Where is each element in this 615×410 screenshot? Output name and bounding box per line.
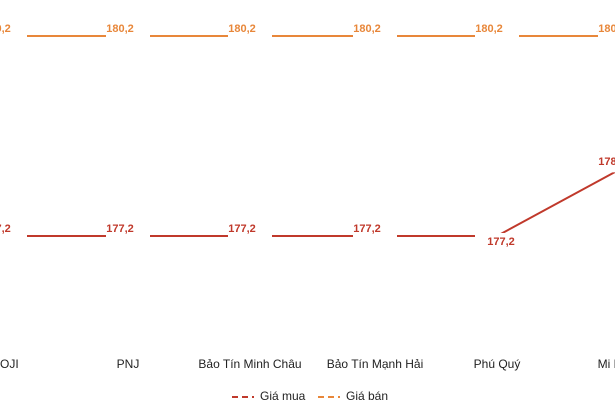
x-tick-label: Mi Hồng — [598, 357, 615, 371]
label-gap — [475, 33, 519, 40]
x-tick-label: DOJI — [0, 357, 19, 371]
x-tick-label: Phú Quý — [474, 357, 521, 371]
data-label: 177,2 — [487, 236, 515, 248]
data-label: 177,2 — [228, 223, 256, 235]
data-label: 180,2 — [0, 23, 11, 35]
label-gap — [353, 232, 397, 239]
label-gap — [0, 33, 27, 40]
data-label: 180,2 — [475, 23, 503, 35]
data-label: 180,2 — [353, 23, 381, 35]
label-gap — [475, 232, 519, 239]
label-gap — [106, 33, 150, 40]
label-gap — [598, 33, 615, 40]
data-label: 180,2 — [228, 23, 256, 35]
label-gap — [0, 232, 27, 239]
legend-label: Giá mua — [260, 389, 306, 403]
series-line — [5, 170, 615, 237]
x-tick-label: Bảo Tín Minh Châu — [198, 357, 301, 371]
label-gap — [228, 232, 272, 239]
label-gap — [228, 33, 272, 40]
x-tick-label: Bảo Tín Mạnh Hải — [327, 357, 424, 371]
data-label: 177,2 — [353, 223, 381, 235]
data-label: 180,2 — [106, 23, 134, 35]
data-label: 180,2 — [598, 23, 615, 35]
label-gap — [353, 33, 397, 40]
data-label: 178,2 — [598, 156, 615, 168]
data-label: 177,2 — [106, 223, 134, 235]
label-gap — [106, 232, 150, 239]
data-label: 177,2 — [0, 223, 11, 235]
legend-label: Giá bán — [346, 389, 388, 403]
x-tick-label: PNJ — [117, 357, 140, 371]
label-gap — [598, 166, 615, 173]
